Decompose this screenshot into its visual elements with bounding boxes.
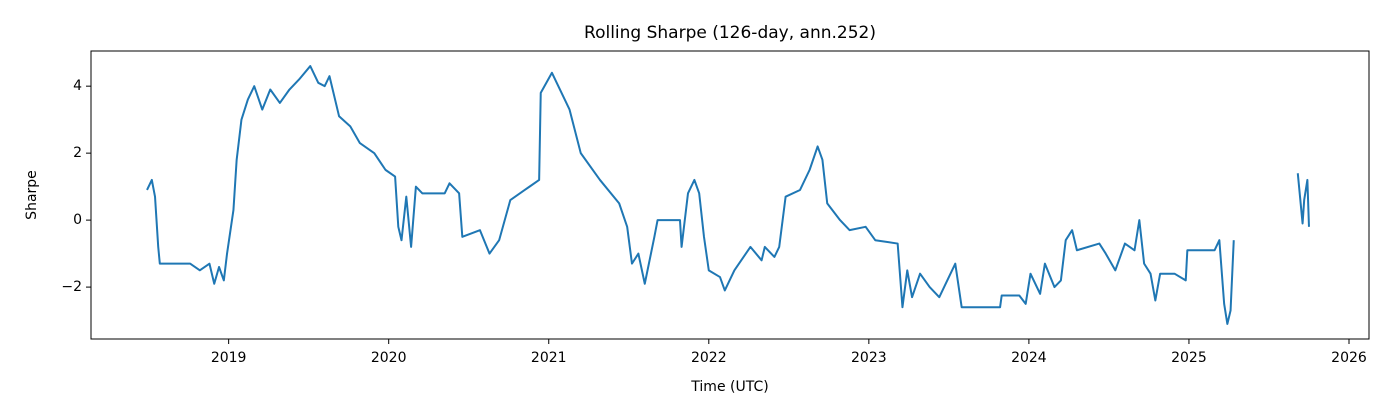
y-tick-label: 0 — [73, 212, 82, 228]
x-axis-label: Time (UTC) — [690, 379, 768, 395]
x-tick-label: 2024 — [1011, 350, 1047, 366]
sharpe-line — [146, 65, 1310, 325]
x-tick-label: 2026 — [1331, 350, 1367, 366]
x-tick-label: 2020 — [371, 350, 407, 366]
plot-frame — [90, 50, 1370, 340]
x-tick-label: 2025 — [1171, 350, 1207, 366]
y-tick-label: 4 — [73, 78, 82, 94]
y-tick-label: 2 — [73, 145, 82, 161]
y-axis-label: Sharpe — [24, 170, 40, 220]
x-tick-label: 2022 — [691, 350, 727, 366]
y-tick-label: −2 — [61, 279, 82, 295]
chart-title: Rolling Sharpe (126-day, ann.252) — [584, 23, 876, 43]
x-tick-label: 2019 — [211, 350, 247, 366]
x-tick-label: 2021 — [531, 350, 567, 366]
x-tick-label: 2023 — [851, 350, 887, 366]
